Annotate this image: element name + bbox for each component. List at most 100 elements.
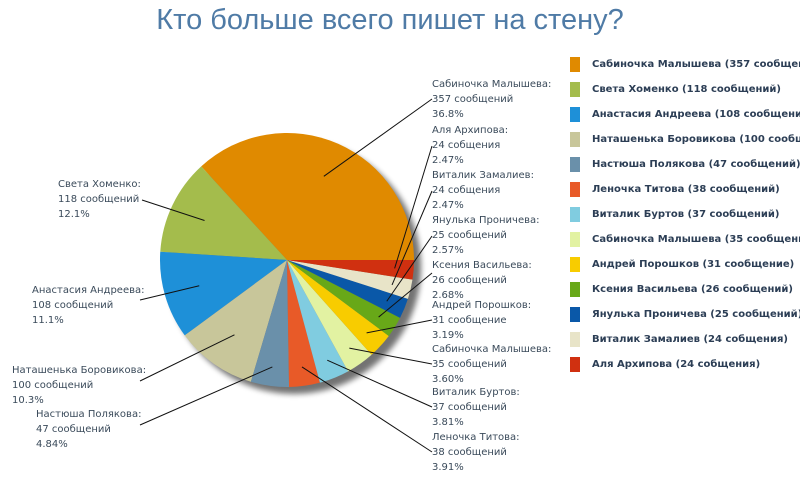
- slice-label-name: Виталик Буртов:: [432, 387, 520, 398]
- slice-label-value-label: 37 сообщений: [432, 402, 507, 413]
- slice-label: Сабиночка Малышева: 35 сообщений 3.60%: [432, 342, 551, 387]
- slice-label-percent: 10.3%: [12, 395, 44, 406]
- leader-line: [391, 190, 433, 286]
- slice-label-percent: 12.1%: [58, 209, 90, 220]
- legend-item[interactable]: Аля Архипова (24 собщения): [570, 352, 800, 377]
- leader-line: [139, 334, 235, 382]
- slice-label-name: Наташенька Боровикова:: [12, 365, 147, 376]
- slice-label: Янулька Проничева: 25 сообщений 2.57%: [432, 213, 540, 258]
- slice-label-name: Настюша Полякова:: [36, 409, 142, 420]
- slice-label-value-label: 24 собщения: [432, 140, 501, 151]
- slice-label-percent: 2.47%: [432, 200, 464, 211]
- slice-label-name: Света Хоменко:: [58, 179, 141, 190]
- slice-label-value-label: 26 сообщений: [432, 275, 507, 286]
- slice-label-name: Андрей Порошков:: [432, 300, 532, 311]
- legend-label: Наташенька Боровикова (100 сообщений): [592, 134, 800, 145]
- slice-label-value-label: 100 сообщений: [12, 380, 94, 391]
- legend-label: Света Хоменко (118 сообщений): [592, 84, 781, 95]
- legend-item[interactable]: Виталик Замалиев (24 собщения): [570, 327, 800, 352]
- slice-label-percent: 3.81%: [432, 417, 464, 428]
- slice-label-name: Сабиночка Малышева:: [432, 79, 552, 90]
- slice-label-name: Виталик Замалиев:: [432, 170, 534, 181]
- leader-line: [378, 272, 433, 318]
- slice-label: Виталик Замалиев: 24 собщения 2.47%: [432, 168, 534, 213]
- slice-label-value-label: 24 собщения: [432, 185, 501, 196]
- pie-slice: [287, 260, 413, 299]
- legend-item[interactable]: Настюша Полякова (47 сообщений): [570, 152, 800, 177]
- legend-swatch: [570, 257, 580, 272]
- slice-label: Андрей Порошков: 31 сообщение 3.19%: [432, 298, 531, 343]
- slice-label-percent: 3.19%: [432, 330, 464, 341]
- legend-item[interactable]: Ксения Васильева (26 сообщений): [570, 277, 800, 302]
- slice-label-percent: 36.8%: [432, 109, 464, 120]
- legend-item[interactable]: Анастасия Андреева (108 сообщений): [570, 102, 800, 127]
- slice-label: Сабиночка Малышева: 357 сообщений 36.8%: [432, 77, 551, 122]
- legend-swatch: [570, 157, 580, 172]
- leader-line: [301, 366, 433, 453]
- legend-swatch: [570, 232, 580, 247]
- legend-swatch: [570, 207, 580, 222]
- legend-label: Виталик Буртов (37 сообщений): [592, 209, 780, 220]
- slice-label-value-label: 108 сообщений: [32, 300, 114, 311]
- slice-label-value-label: 357 сообщений: [432, 94, 514, 105]
- pie-slice: [201, 132, 414, 260]
- slice-label-value-label: 25 сообщений: [432, 230, 507, 241]
- leader-line: [139, 285, 200, 301]
- legend-swatch: [570, 357, 580, 372]
- slice-label: Настюша Полякова: 47 сообщений 4.84%: [36, 407, 141, 452]
- legend-label: Андрей Порошков (31 сообщение): [592, 259, 795, 270]
- legend-item[interactable]: Янулька Проничева (25 сообщений): [570, 302, 800, 327]
- pie-slice: [287, 260, 349, 383]
- legend-label: Анастасия Андреева (108 сообщений): [592, 109, 800, 120]
- slice-label-value-label: 38 сообщений: [432, 447, 507, 458]
- slice-label-name: Ксения Васильева:: [432, 260, 532, 271]
- slice-label-percent: 4.84%: [36, 439, 68, 450]
- slice-label-percent: 11.1%: [32, 315, 64, 326]
- chart-title: Кто больше всего пишет на стену?: [156, 4, 624, 36]
- legend-label: Сабиночка Малышева (357 сообщений): [592, 59, 800, 70]
- legend-item[interactable]: Сабиночка Малышева (35 сообщений): [570, 227, 800, 252]
- leader-line: [349, 347, 433, 365]
- slice-label: Леночка Титова: 38 сообщений 3.91%: [432, 430, 520, 475]
- leader-line: [394, 145, 433, 269]
- slice-label: Ксения Васильева: 26 сообщений 2.68%: [432, 258, 532, 303]
- pie-slice: [250, 260, 290, 387]
- legend-swatch: [570, 132, 580, 147]
- legend-swatch: [570, 182, 580, 197]
- slice-label: Виталик Буртов: 37 сообщений 3.81%: [432, 385, 520, 430]
- legend-label: Сабиночка Малышева (35 сообщений): [592, 234, 800, 245]
- legend-swatch: [570, 282, 580, 297]
- pie-slice: [287, 260, 401, 336]
- slice-label-name: Сабиночка Малышева:: [432, 344, 552, 355]
- pie-slice: [287, 260, 320, 387]
- leader-line: [327, 359, 433, 408]
- slice-label-value-label: 118 сообщений: [58, 194, 140, 205]
- legend-item[interactable]: Андрей Порошков (31 сообщение): [570, 252, 800, 277]
- legend-item[interactable]: Леночка Титова (38 сообщений): [570, 177, 800, 202]
- legend-label: Леночка Титова (38 сообщений): [592, 184, 780, 195]
- legend-label: Виталик Замалиев (24 собщения): [592, 334, 788, 345]
- legend-swatch: [570, 307, 580, 322]
- leader-line: [139, 366, 273, 426]
- leader-line: [366, 319, 433, 334]
- slice-label: Наташенька Боровикова: 100 сообщений 10.3%: [12, 363, 146, 408]
- legend-item[interactable]: Сабиночка Малышева (357 сообщений): [570, 52, 800, 77]
- legend-swatch: [570, 82, 580, 97]
- pie-slice: [160, 166, 287, 260]
- pie-slice: [287, 260, 389, 355]
- leader-line: [141, 199, 205, 221]
- legend-item[interactable]: Наташенька Боровикова (100 сообщений): [570, 127, 800, 152]
- slice-label-percent: 3.60%: [432, 374, 464, 385]
- pie-slice: [287, 260, 408, 318]
- slice-label-percent: 2.47%: [432, 155, 464, 166]
- slice-label-percent: 3.91%: [432, 462, 464, 473]
- slice-label-name: Янулька Проничева:: [432, 215, 540, 226]
- legend: Сабиночка Малышева (357 сообщений) Света …: [570, 52, 800, 377]
- legend-item[interactable]: Виталик Буртов (37 сообщений): [570, 202, 800, 227]
- slice-label-name: Аля Архипова:: [432, 125, 509, 136]
- pie-slice: [287, 260, 372, 372]
- legend-item[interactable]: Света Хоменко (118 сообщений): [570, 77, 800, 102]
- slice-label-value-label: 35 сообщений: [432, 359, 507, 370]
- slice-label-name: Анастасия Андреева:: [32, 285, 145, 296]
